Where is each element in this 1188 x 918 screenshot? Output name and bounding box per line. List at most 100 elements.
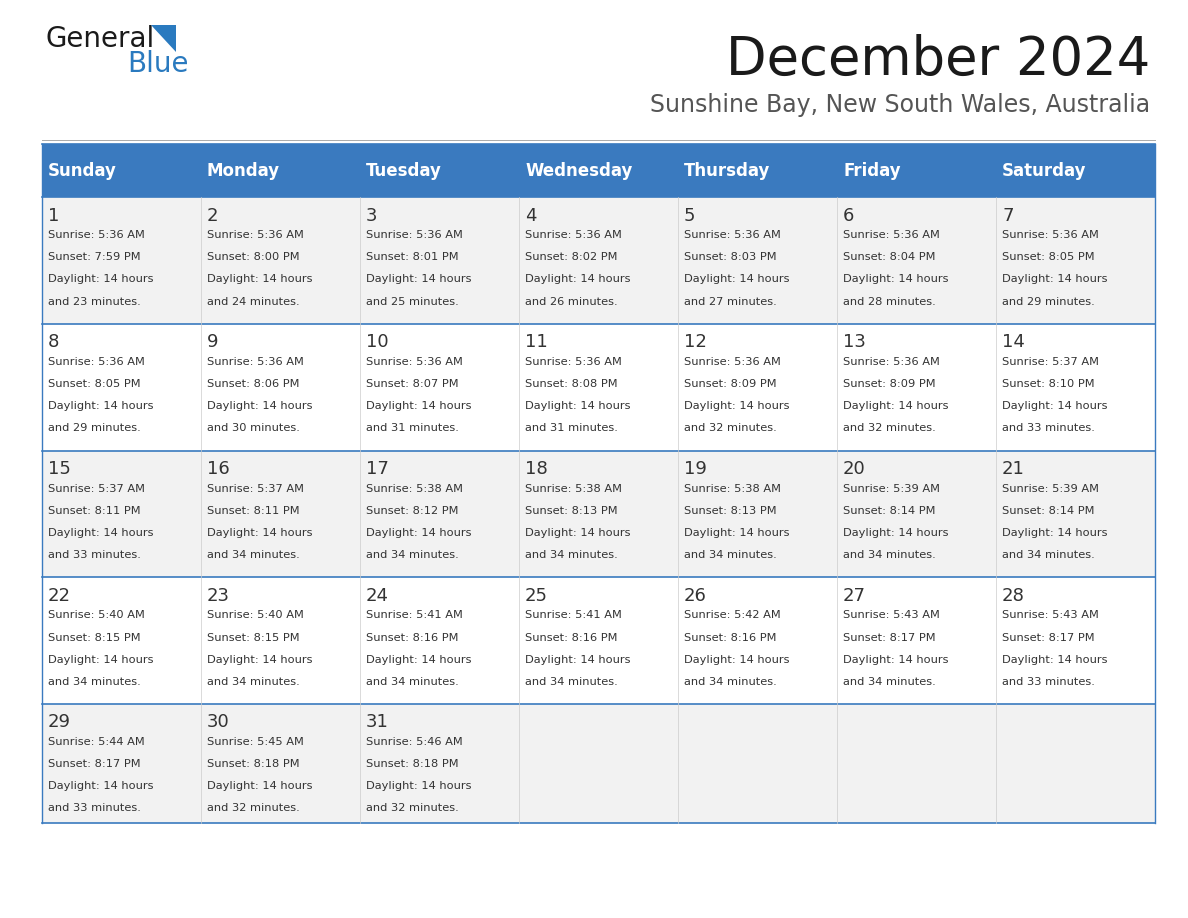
Text: Sunrise: 5:36 AM: Sunrise: 5:36 AM: [525, 230, 621, 241]
Text: Sunset: 8:12 PM: Sunset: 8:12 PM: [366, 506, 459, 516]
Bar: [201, 324, 360, 451]
Polygon shape: [151, 25, 176, 52]
Text: and 32 minutes.: and 32 minutes.: [843, 423, 936, 433]
Text: and 29 minutes.: and 29 minutes.: [1001, 297, 1095, 307]
Text: Sunrise: 5:39 AM: Sunrise: 5:39 AM: [1001, 484, 1099, 494]
Text: Sunday: Sunday: [48, 162, 116, 180]
Text: and 33 minutes.: and 33 minutes.: [48, 550, 141, 560]
Bar: [519, 144, 677, 197]
Bar: [42, 704, 201, 823]
Text: and 27 minutes.: and 27 minutes.: [684, 297, 777, 307]
Text: 12: 12: [684, 333, 707, 352]
Bar: [996, 577, 1155, 704]
Text: Daylight: 14 hours: Daylight: 14 hours: [48, 274, 153, 285]
Bar: [360, 324, 519, 451]
Text: 8: 8: [48, 333, 59, 352]
Text: Sunrise: 5:37 AM: Sunrise: 5:37 AM: [207, 484, 304, 494]
Text: Sunset: 8:13 PM: Sunset: 8:13 PM: [684, 506, 777, 516]
Bar: [42, 324, 201, 451]
Text: Sunset: 8:16 PM: Sunset: 8:16 PM: [684, 633, 777, 643]
Text: Sunset: 8:18 PM: Sunset: 8:18 PM: [207, 759, 299, 769]
Text: Sunrise: 5:37 AM: Sunrise: 5:37 AM: [48, 484, 145, 494]
Text: Sunset: 8:15 PM: Sunset: 8:15 PM: [207, 633, 299, 643]
Text: Sunset: 8:18 PM: Sunset: 8:18 PM: [366, 759, 459, 769]
Text: and 28 minutes.: and 28 minutes.: [843, 297, 936, 307]
Text: Sunrise: 5:36 AM: Sunrise: 5:36 AM: [1001, 230, 1099, 241]
Text: Blue: Blue: [127, 50, 189, 78]
Text: and 33 minutes.: and 33 minutes.: [1001, 677, 1095, 687]
Text: Sunset: 8:17 PM: Sunset: 8:17 PM: [1001, 633, 1094, 643]
Text: 30: 30: [207, 713, 229, 732]
Text: 29: 29: [48, 713, 71, 732]
Text: Sunset: 8:02 PM: Sunset: 8:02 PM: [525, 252, 618, 263]
Text: Sunrise: 5:38 AM: Sunrise: 5:38 AM: [366, 484, 463, 494]
Bar: [677, 704, 836, 823]
Text: General: General: [45, 25, 154, 52]
Text: Sunset: 8:01 PM: Sunset: 8:01 PM: [366, 252, 459, 263]
Text: and 31 minutes.: and 31 minutes.: [525, 423, 618, 433]
Bar: [42, 451, 201, 577]
Bar: [42, 144, 201, 197]
Text: Daylight: 14 hours: Daylight: 14 hours: [684, 401, 790, 411]
Text: Sunrise: 5:41 AM: Sunrise: 5:41 AM: [525, 610, 621, 621]
Text: and 34 minutes.: and 34 minutes.: [843, 550, 936, 560]
Text: Sunrise: 5:41 AM: Sunrise: 5:41 AM: [366, 610, 463, 621]
Bar: [201, 451, 360, 577]
Text: Sunset: 8:05 PM: Sunset: 8:05 PM: [48, 379, 140, 389]
Text: 18: 18: [525, 460, 548, 478]
Text: Daylight: 14 hours: Daylight: 14 hours: [207, 655, 312, 665]
Bar: [519, 324, 677, 451]
Text: Sunset: 8:03 PM: Sunset: 8:03 PM: [684, 252, 777, 263]
Text: Daylight: 14 hours: Daylight: 14 hours: [843, 401, 948, 411]
Bar: [677, 577, 836, 704]
Text: Daylight: 14 hours: Daylight: 14 hours: [48, 781, 153, 791]
Text: Daylight: 14 hours: Daylight: 14 hours: [207, 274, 312, 285]
Text: and 29 minutes.: and 29 minutes.: [48, 423, 140, 433]
Text: and 32 minutes.: and 32 minutes.: [684, 423, 777, 433]
Text: Sunset: 8:15 PM: Sunset: 8:15 PM: [48, 633, 140, 643]
Text: 23: 23: [207, 587, 230, 605]
Text: and 34 minutes.: and 34 minutes.: [843, 677, 936, 687]
Bar: [996, 324, 1155, 451]
Text: Sunrise: 5:40 AM: Sunrise: 5:40 AM: [207, 610, 304, 621]
Text: and 34 minutes.: and 34 minutes.: [1001, 550, 1095, 560]
Text: and 34 minutes.: and 34 minutes.: [525, 677, 618, 687]
Text: Daylight: 14 hours: Daylight: 14 hours: [48, 401, 153, 411]
Text: Daylight: 14 hours: Daylight: 14 hours: [1001, 274, 1107, 285]
Text: Daylight: 14 hours: Daylight: 14 hours: [525, 274, 631, 285]
Text: Daylight: 14 hours: Daylight: 14 hours: [366, 401, 472, 411]
Bar: [360, 704, 519, 823]
Text: Daylight: 14 hours: Daylight: 14 hours: [48, 655, 153, 665]
Text: 28: 28: [1001, 587, 1025, 605]
Text: 24: 24: [366, 587, 388, 605]
Text: 11: 11: [525, 333, 548, 352]
Text: 9: 9: [207, 333, 219, 352]
Text: Daylight: 14 hours: Daylight: 14 hours: [525, 401, 631, 411]
Bar: [201, 577, 360, 704]
Text: 25: 25: [525, 587, 548, 605]
Bar: [519, 704, 677, 823]
Text: Sunrise: 5:38 AM: Sunrise: 5:38 AM: [684, 484, 781, 494]
Text: 7: 7: [1001, 207, 1013, 225]
Bar: [519, 197, 677, 324]
Text: Saturday: Saturday: [1001, 162, 1087, 180]
Text: Tuesday: Tuesday: [366, 162, 442, 180]
Text: Sunrise: 5:38 AM: Sunrise: 5:38 AM: [525, 484, 623, 494]
Text: Daylight: 14 hours: Daylight: 14 hours: [684, 274, 790, 285]
Text: 1: 1: [48, 207, 59, 225]
Text: 2: 2: [207, 207, 219, 225]
Bar: [519, 577, 677, 704]
Text: Sunrise: 5:36 AM: Sunrise: 5:36 AM: [48, 230, 145, 241]
Text: and 25 minutes.: and 25 minutes.: [366, 297, 459, 307]
Text: 31: 31: [366, 713, 388, 732]
Bar: [996, 197, 1155, 324]
Bar: [996, 451, 1155, 577]
Text: Daylight: 14 hours: Daylight: 14 hours: [207, 528, 312, 538]
Text: Sunset: 8:16 PM: Sunset: 8:16 PM: [525, 633, 618, 643]
Text: Sunrise: 5:43 AM: Sunrise: 5:43 AM: [1001, 610, 1099, 621]
Text: Daylight: 14 hours: Daylight: 14 hours: [207, 781, 312, 791]
Text: Daylight: 14 hours: Daylight: 14 hours: [843, 274, 948, 285]
Text: Sunset: 8:09 PM: Sunset: 8:09 PM: [684, 379, 777, 389]
Text: 14: 14: [1001, 333, 1025, 352]
Bar: [42, 197, 201, 324]
